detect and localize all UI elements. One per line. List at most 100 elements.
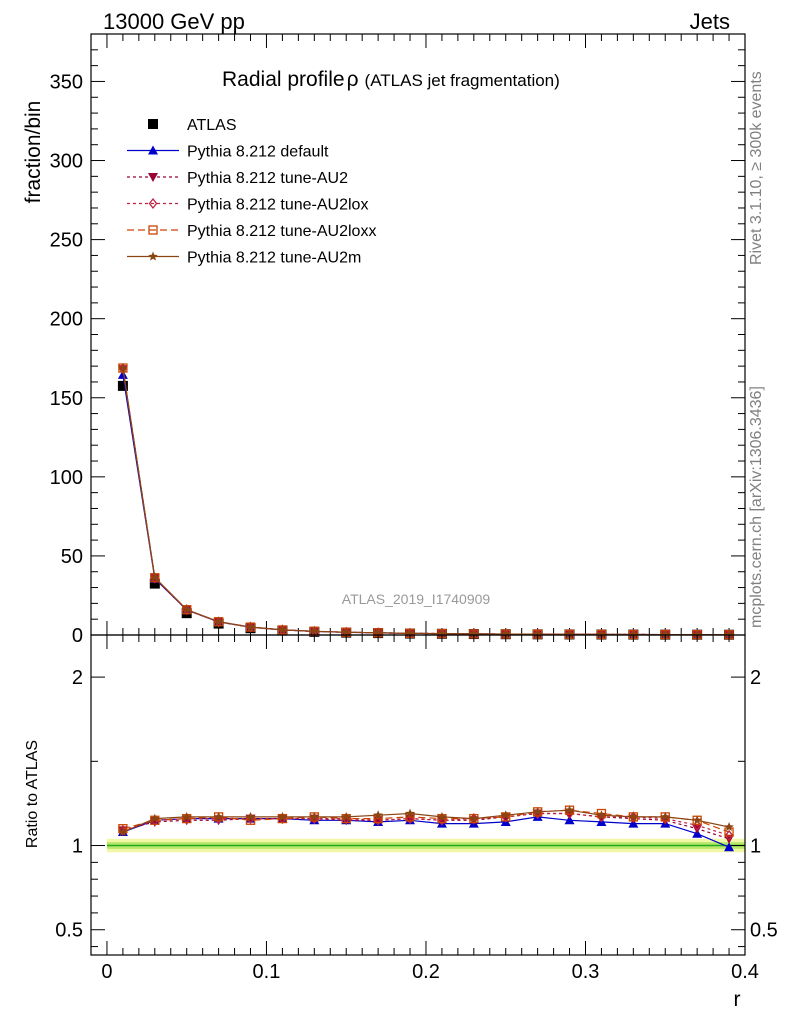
xtick-label: 0.4 [731, 961, 759, 983]
ratio-line-pythia-8-212-tune-au2m [122, 809, 730, 833]
ratio-point [724, 842, 735, 852]
legend-marker [148, 225, 158, 235]
data-point [181, 604, 192, 614]
ratio-point [596, 810, 607, 820]
ratio-ytick-label-right: 1 [750, 836, 761, 858]
legend-marker [148, 173, 158, 182]
chart-title-suffix: (ATLAS jet fragmentation) [365, 71, 560, 90]
data-point [660, 629, 670, 639]
data-point [150, 572, 160, 582]
rivet-label: Rivet 3.1.10, ≥ 300k events [748, 71, 765, 265]
ratio-point [277, 811, 288, 821]
legend-item-atlas: ATLAS [148, 117, 237, 134]
legend-label: Pythia 8.212 tune-AU2loxx [187, 223, 376, 240]
xlabel: r [734, 988, 741, 1011]
header-right: Jets [690, 9, 730, 34]
legend-label: Pythia 8.212 default [187, 144, 329, 161]
ratio-ytick-label: 0.5 [55, 920, 83, 942]
ratio-line-pythia-8-212-tune-au2loxx [122, 809, 730, 833]
ratio-point [469, 813, 479, 823]
ratio-point [500, 810, 511, 820]
ratio-point [150, 813, 160, 823]
data-point [117, 380, 128, 391]
xtick-label: 0.3 [572, 961, 600, 983]
data-point [724, 629, 734, 639]
ratio-point [341, 811, 351, 821]
chart-title-symbol: ρ [347, 68, 359, 91]
ratio-point [373, 810, 383, 820]
ratio-point [181, 811, 192, 821]
data-point [500, 629, 511, 639]
main-ytick-label: 0 [72, 625, 83, 647]
data-point [213, 616, 224, 626]
legend: ATLAS Pythia 8.212 default Pythia 8.212 tu… [127, 117, 376, 267]
ratio-point [692, 815, 702, 825]
analysis-watermark: ATLAS_2019_I1740909 [342, 591, 491, 607]
ratio-line-pythia-8-212-tune-au2 [122, 812, 730, 840]
data-point [469, 628, 479, 638]
data-point [373, 627, 383, 637]
data-point [277, 624, 288, 634]
ratio-point [118, 827, 128, 837]
ratio-point [564, 805, 575, 815]
ratio-line-pythia-8-212-tune-au2lox [122, 812, 730, 836]
legend-label: Pythia 8.212 tune-AU2 [187, 170, 348, 187]
ratio-series-pythia-8-212-tune-au2lox [118, 807, 734, 841]
ratio-point [213, 811, 224, 821]
legend-marker [148, 197, 158, 210]
xtick-label: 0.1 [253, 961, 281, 983]
legend-marker [148, 119, 158, 129]
data-point [117, 369, 128, 379]
main-ytick-label: 300 [50, 151, 83, 173]
main-ytick-label: 100 [50, 467, 83, 489]
ratio-point [532, 806, 543, 816]
source-label: mcplots.cern.ch [arXiv:1306.3436] [748, 386, 765, 628]
ratio-point [245, 811, 256, 821]
ratio-point [724, 822, 734, 832]
main-ytick-label: 200 [50, 309, 83, 331]
main-ytick-label: 150 [50, 388, 83, 410]
legend-item-pythia-8-212-tune-au2lox: Pythia 8.212 tune-AU2lox [127, 197, 368, 214]
data-point [149, 578, 160, 589]
data-point [564, 629, 575, 639]
ratio-point [564, 815, 575, 825]
chart-title: Radial profileρ (ATLAS jet fragmentation) [222, 68, 560, 91]
ratio-point [628, 811, 639, 821]
data-point [118, 363, 128, 373]
data-point [532, 629, 543, 639]
legend-item-pythia-8-212-tune-au2loxx: Pythia 8.212 tune-AU2loxx [127, 223, 376, 240]
legend-item-pythia-8-212-tune-au2: Pythia 8.212 tune-AU2 [127, 170, 348, 187]
header-left: 13000 GeV pp [103, 9, 245, 34]
main-ytick-label: 250 [50, 230, 83, 252]
ratio-point [437, 811, 447, 821]
ratio-point [118, 824, 128, 836]
legend-item-pythia-8-212-tune-au2m: Pythia 8.212 tune-AU2m [127, 250, 361, 267]
ratio-point [596, 808, 607, 819]
data-point [437, 628, 447, 638]
data-point [628, 629, 639, 639]
ratio-ytick-label: 2 [72, 667, 83, 689]
ratio-point [309, 811, 320, 821]
legend-marker [148, 251, 158, 261]
ratio-ytick-label-right: 2 [750, 667, 761, 689]
data-point [309, 626, 320, 636]
ratio-point [660, 811, 670, 821]
ratio-ytick-label-right: 0.5 [750, 920, 778, 942]
data-point [692, 629, 702, 639]
data-point [341, 627, 351, 637]
ratio-frame [90, 634, 746, 956]
ratio-panel: 0.5 0.5 1 1 2 2 0 0.1 0.2 0.3 0.4 [55, 634, 778, 983]
ratio-ytick-label: 1 [72, 836, 83, 858]
data-point [405, 628, 415, 638]
data-point [596, 629, 607, 639]
ratio-series-pythia-8-212-tune-au2m [118, 805, 734, 837]
xtick-label: 0 [101, 961, 112, 983]
ratio-ylabel: Ratio to ATLAS [24, 740, 41, 848]
legend-item-pythia-8-212-default: Pythia 8.212 default [127, 144, 329, 161]
main-ylabel: fraction/bin [22, 101, 45, 204]
ratio-point [405, 808, 415, 818]
legend-label: ATLAS [187, 117, 237, 134]
legend-label: Pythia 8.212 tune-AU2m [187, 250, 361, 267]
legend-label: Pythia 8.212 tune-AU2lox [187, 197, 368, 214]
